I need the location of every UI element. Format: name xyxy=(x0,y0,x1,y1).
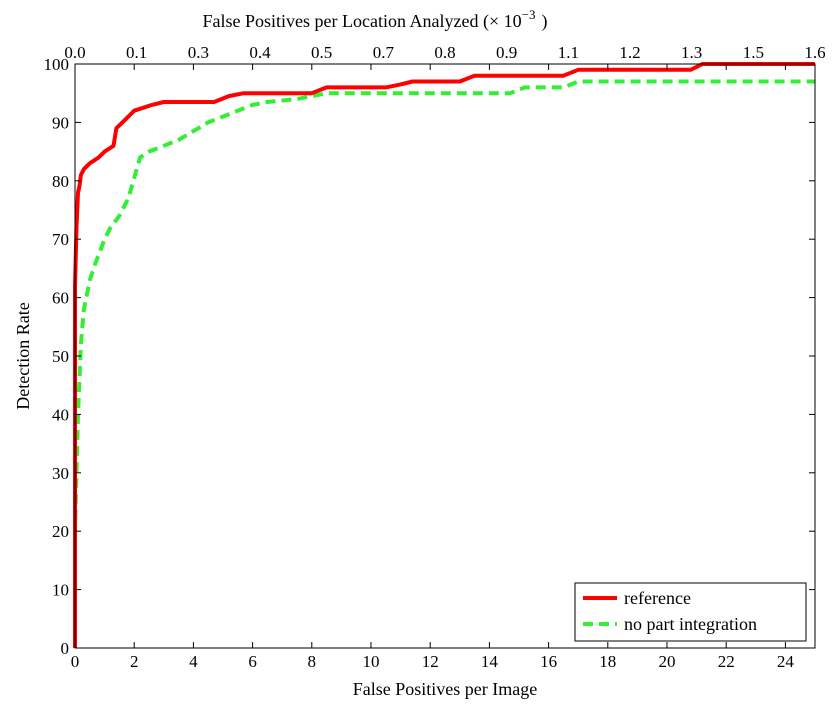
x-tick-label: 8 xyxy=(308,652,317,671)
x2-tick-label: 0.4 xyxy=(249,43,271,62)
x2-tick-label: 0.7 xyxy=(373,43,395,62)
y-tick-label: 90 xyxy=(52,113,69,132)
left-axis: 0 10 20 30 40 50 60 70 80 90 100 xyxy=(44,55,815,658)
x2-tick-label: 1.5 xyxy=(743,43,764,62)
top-axis-label-unit: × 10 xyxy=(489,11,522,31)
x-tick-label: 24 xyxy=(777,652,795,671)
y-tick-label: 60 xyxy=(52,289,69,308)
x2-tick-label: 1.3 xyxy=(681,43,702,62)
top-axis-label-main: False Positives per Location Analyzed ( xyxy=(203,11,489,32)
y-axis-label: Detection Rate xyxy=(13,302,33,409)
y-tick-label: 70 xyxy=(52,230,69,249)
series-line-no-part-integration xyxy=(73,79,815,648)
legend: reference no part integration xyxy=(574,582,807,642)
series-line-reference xyxy=(73,62,815,648)
y-tick-label: 100 xyxy=(44,55,70,74)
y-tick-label: 0 xyxy=(61,639,70,658)
series-layer xyxy=(73,62,815,648)
legend-box xyxy=(574,582,807,642)
x-tick-label: 16 xyxy=(540,652,557,671)
x-axis-label: False Positives per Image xyxy=(353,679,537,699)
x2-tick-label: 0.8 xyxy=(434,43,455,62)
plot-area xyxy=(75,64,815,648)
legend-label-reference: reference xyxy=(624,588,691,608)
y-tick-label: 80 xyxy=(52,172,69,191)
x2-tick-label: 0.1 xyxy=(126,43,147,62)
y-tick-label: 40 xyxy=(52,405,69,424)
x2-tick-label: 0.3 xyxy=(188,43,209,62)
x-tick-label: 18 xyxy=(599,652,616,671)
x-tick-label: 14 xyxy=(481,652,499,671)
top-axis: 0.0 0.1 0.3 0.4 0.5 0.7 0.8 0.9 1.1 1.2 1.3 1.5 1.6 xyxy=(64,43,825,62)
x2-tick-label: 0.0 xyxy=(64,43,85,62)
x-tick-label: 12 xyxy=(422,652,439,671)
y-tick-label: 50 xyxy=(52,347,69,366)
x-tick-label: 10 xyxy=(363,652,380,671)
legend-label-no-part-integration: no part integration xyxy=(624,614,757,634)
x2-tick-label: 0.5 xyxy=(311,43,332,62)
x-tick-label: 4 xyxy=(189,652,198,671)
x2-tick-label: 1.6 xyxy=(804,43,825,62)
x-tick-label: 6 xyxy=(248,652,257,671)
x2-tick-label: 1.1 xyxy=(558,43,579,62)
x-tick-label: 20 xyxy=(659,652,676,671)
y-tick-label: 20 xyxy=(52,522,69,541)
bottom-axis: 0 2 4 6 8 10 12 14 16 18 20 22 24 xyxy=(71,64,795,671)
top-axis-label: False Positives per Location Analyzed (×… xyxy=(203,7,548,32)
x-tick-label: 0 xyxy=(71,652,80,671)
top-axis-label-exponent: −3 xyxy=(522,7,536,22)
y-tick-label: 10 xyxy=(52,581,69,600)
x2-tick-label: 0.9 xyxy=(496,43,517,62)
x-tick-label: 22 xyxy=(718,652,735,671)
x2-tick-label: 1.2 xyxy=(619,43,640,62)
x-tick-label: 2 xyxy=(130,652,139,671)
top-axis-label-close: ) xyxy=(541,11,547,32)
y-tick-label: 30 xyxy=(52,464,69,483)
